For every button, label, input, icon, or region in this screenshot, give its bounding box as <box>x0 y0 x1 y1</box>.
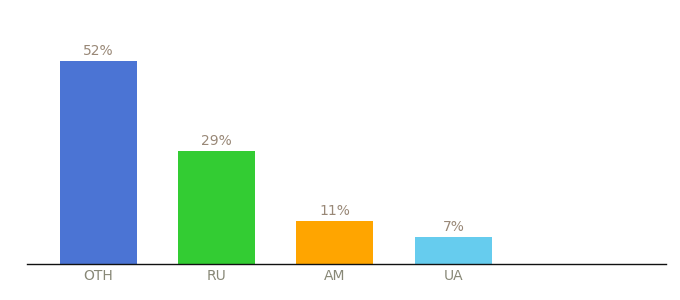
Bar <box>178 151 255 264</box>
Bar <box>296 221 373 264</box>
Bar <box>415 237 492 264</box>
Text: 52%: 52% <box>83 44 114 58</box>
Text: 11%: 11% <box>320 204 350 218</box>
Bar <box>60 61 137 264</box>
Text: 29%: 29% <box>201 134 232 148</box>
Text: 7%: 7% <box>443 220 464 234</box>
